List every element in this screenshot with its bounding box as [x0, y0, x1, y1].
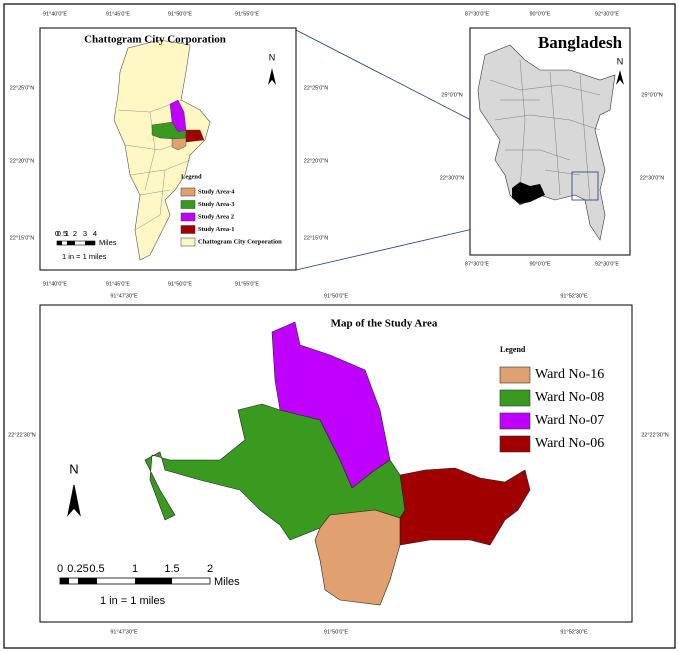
north-label: N: [617, 56, 624, 66]
coordinate-label: 91°45'0"E: [106, 11, 130, 17]
coordinate-label: 22°22'30"N: [641, 432, 669, 438]
scale-tick-label: 4: [93, 229, 97, 238]
scale-tick-label: 0: [57, 563, 63, 575]
coordinate-label: 87°30'0"E: [465, 11, 489, 17]
scale-unit: Miles: [214, 576, 240, 588]
legend-swatch: [180, 225, 196, 234]
map-title: Bangladesh: [538, 33, 623, 52]
coordinate-label: 91°52'30"E: [560, 293, 588, 299]
coordinate-label: 92°30'0"E: [595, 11, 619, 17]
legend-label: Study Area-4: [198, 188, 235, 195]
coordinate-label: 22°25'0"N: [304, 85, 328, 91]
legend-label: Study Area 2: [198, 213, 234, 220]
coordinate-label: 91°50'0"E: [168, 281, 192, 287]
scale-tick-label: 0.25: [67, 563, 88, 575]
legend-title: Legend: [181, 173, 202, 180]
legend-label: Study Area-1: [198, 226, 235, 233]
map-title: Map of the Study Area: [331, 318, 438, 330]
coordinate-label: 91°55'0"E: [235, 11, 259, 17]
coordinate-label: 22°30'0"N: [640, 175, 664, 181]
city-wards: [117, 99, 201, 231]
scale-tick-label: 1.5: [164, 563, 179, 575]
scale-tick-label: 2: [207, 563, 213, 575]
coordinate-label: 22°22'30"N: [8, 432, 36, 438]
scale-tick-label: 0.5: [57, 229, 67, 238]
legend-label: Ward No-16: [535, 367, 604, 382]
coordinate-label: 22°20'0"N: [10, 158, 34, 164]
scale-tick-label: 0: [55, 229, 59, 238]
coordinate-label: 91°45'0"E: [106, 281, 130, 287]
north-arrow: [268, 68, 276, 85]
legend-swatch: [180, 187, 196, 197]
coordinate-label: 90°0'0"E: [529, 261, 550, 267]
city-scale-bar: [56, 240, 96, 246]
coordinate-label: 92°30'0"E: [595, 261, 619, 267]
north-label: N: [69, 461, 78, 476]
legend-swatch: [180, 200, 196, 209]
coordinate-label: 91°52'30"E: [560, 629, 588, 635]
legend-swatch: [499, 389, 531, 407]
map-title: Chattogram City Corporation: [84, 34, 226, 46]
scale-tick-label: 1: [132, 563, 138, 575]
coordinate-label: 91°40'0"E: [43, 11, 67, 17]
scale-ratio: 1 in = 1 miles: [62, 252, 107, 261]
north-arrow: [616, 70, 624, 85]
coordinate-label: 22°20'0"N: [304, 158, 328, 164]
legend-swatch: [499, 412, 531, 430]
legend-swatch: [499, 435, 531, 453]
sundarbans: [512, 182, 545, 204]
legend-label: Study Area-3: [198, 201, 235, 208]
legend-label: Ward No-07: [535, 413, 604, 428]
coordinate-label: 91°50'0"E: [324, 293, 348, 299]
north-arrow: [67, 484, 81, 517]
legend-label: Chattogram City Corporation: [198, 238, 282, 245]
coordinate-label: 25°0'0"N: [441, 92, 462, 98]
main-scale-bar: [59, 577, 211, 585]
coordinate-label: 87°30'0"E: [465, 261, 489, 267]
coordinate-label: 22°15'0"N: [304, 235, 328, 241]
study-extent: [571, 171, 599, 201]
ward-16: [314, 509, 401, 606]
coordinate-label: 25°0'0"N: [641, 92, 662, 98]
scale-tick-label: 3: [83, 229, 87, 238]
legend-label: Ward No-06: [535, 436, 604, 451]
coordinate-label: 91°50'0"E: [168, 11, 192, 17]
coordinate-label: 91°40'0"E: [43, 281, 67, 287]
scale-tick-label: 0.5: [89, 563, 104, 575]
north-label: N: [269, 52, 276, 62]
scale-tick-label: 2: [73, 229, 77, 238]
coordinate-label: 91°55'0"E: [235, 281, 259, 287]
legend-swatch: [180, 237, 196, 247]
coordinate-label: 90°0'0"E: [529, 11, 550, 17]
legend-swatch: [499, 366, 531, 384]
coordinate-label: 22°15'0"N: [10, 235, 34, 241]
city-boundary: [113, 39, 211, 261]
coordinate-label: 22°25'0"N: [10, 85, 34, 91]
district-lines: [489, 59, 601, 201]
legend-swatch: [180, 212, 196, 222]
scale-tick-label: 1: [65, 229, 69, 238]
legend-label: Ward No-08: [535, 390, 604, 405]
ward-08: [144, 403, 406, 541]
coordinate-label: 91°47'30"E: [110, 293, 138, 299]
coordinate-label: 91°50'0"E: [324, 629, 348, 635]
legend-title: Legend: [500, 345, 526, 354]
scale-unit: Miles: [99, 238, 117, 247]
coordinate-label: 91°47'30"E: [110, 629, 138, 635]
coordinate-label: 22°30'0"N: [440, 175, 464, 181]
study-area-4: [171, 137, 187, 151]
scale-ratio: 1 in = 1 miles: [100, 595, 166, 607]
